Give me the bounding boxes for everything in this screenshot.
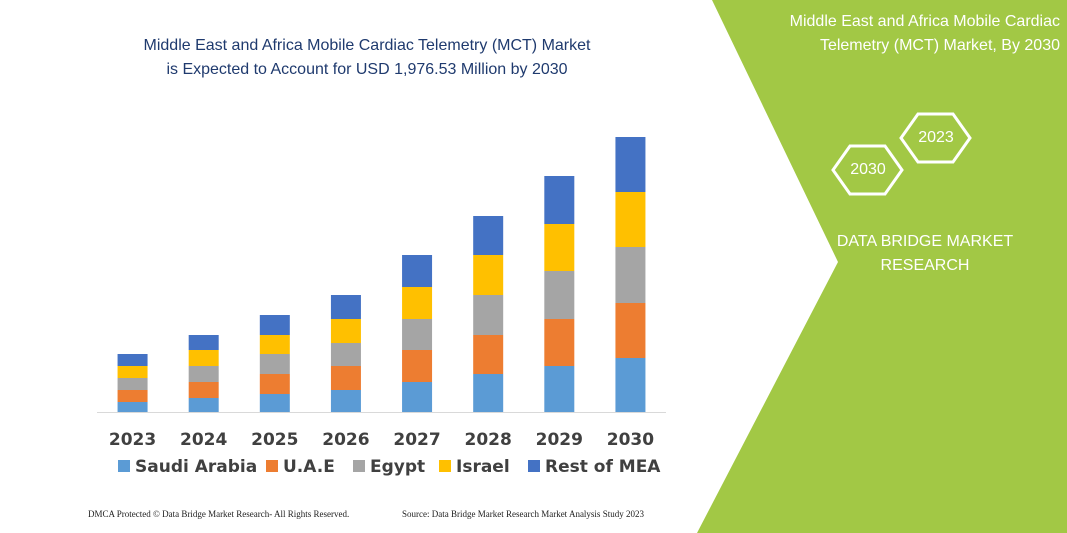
bar-segment (330, 343, 361, 366)
legend-swatch (528, 460, 540, 472)
bar-segment (188, 398, 219, 412)
bar-segment (544, 271, 575, 319)
hexagon (831, 144, 904, 196)
footer-right: Source: Data Bridge Market Research Mark… (402, 509, 644, 519)
bar-segment (402, 319, 433, 350)
footer-left: DMCA Protected © Data Bridge Market Rese… (88, 509, 349, 519)
legend-label: Egypt (370, 457, 425, 477)
bar-segment (615, 247, 646, 303)
side-panel (697, 0, 1067, 533)
x-tick-label: 2024 (180, 430, 227, 450)
bar-segment (259, 394, 290, 412)
bar-segment (544, 224, 575, 271)
bar-segment (330, 390, 361, 412)
bar-segment (117, 402, 148, 412)
bar-segment (473, 295, 504, 335)
legend-swatch (439, 460, 451, 472)
hexagon-label: 2030 (850, 161, 886, 178)
bar-segment (544, 366, 575, 412)
bar-segment (188, 366, 219, 382)
hexagon (899, 112, 972, 164)
bar-segment (615, 358, 646, 412)
bar-segment (402, 287, 433, 319)
bar-segment (188, 382, 219, 398)
bar-segment (615, 192, 646, 247)
bar-segment (402, 382, 433, 412)
bar-segment (473, 335, 504, 374)
bar-segment (615, 303, 646, 358)
legend-label: Saudi Arabia (135, 457, 257, 477)
legend-swatch (353, 460, 365, 472)
bar-segment (117, 354, 148, 366)
bar-segment (259, 354, 290, 374)
x-tick-label: 2030 (607, 430, 654, 450)
bar-segment (330, 295, 361, 319)
bar-segment (259, 315, 290, 335)
bar-segment (117, 390, 148, 402)
bar-segment (615, 137, 646, 192)
legend-swatch (118, 460, 130, 472)
bar-segment (330, 366, 361, 390)
brand: RESEARCH (881, 257, 970, 274)
legend-swatch (266, 460, 278, 472)
legend-label: Israel (456, 457, 510, 477)
panel-title: Middle East and Africa Mobile Cardiac (790, 13, 1060, 30)
bar-segment (259, 374, 290, 394)
hexagon-label: 2023 (918, 129, 954, 146)
legend-label: U.A.E (283, 457, 335, 477)
bar-segment (117, 366, 148, 378)
x-tick-label: 2026 (322, 430, 369, 450)
bar-segment (117, 378, 148, 390)
bar-segment (259, 335, 290, 354)
bar-segment (188, 350, 219, 366)
bar-segment (188, 335, 219, 350)
x-tick-label: 2028 (465, 430, 512, 450)
x-tick-label: 2029 (536, 430, 583, 450)
chart-title: is Expected to Account for USD 1,976.53 … (166, 61, 567, 78)
bar-segment (544, 319, 575, 366)
bar-segment (473, 216, 504, 255)
chart-title: Middle East and Africa Mobile Cardiac Te… (144, 37, 592, 54)
brand: DATA BRIDGE MARKET (837, 233, 1014, 250)
bar-segment (473, 374, 504, 412)
bar-segment (402, 350, 433, 382)
bar-segment (402, 255, 433, 287)
bar-segment (544, 176, 575, 224)
panel-title: Telemetry (MCT) Market, By 2030 (820, 37, 1060, 54)
bar-segment (473, 255, 504, 295)
bar-segment (330, 319, 361, 343)
x-tick-label: 2027 (393, 430, 440, 450)
legend-label: Rest of MEA (545, 457, 661, 477)
x-tick-label: 2025 (251, 430, 298, 450)
x-tick-label: 2023 (109, 430, 156, 450)
